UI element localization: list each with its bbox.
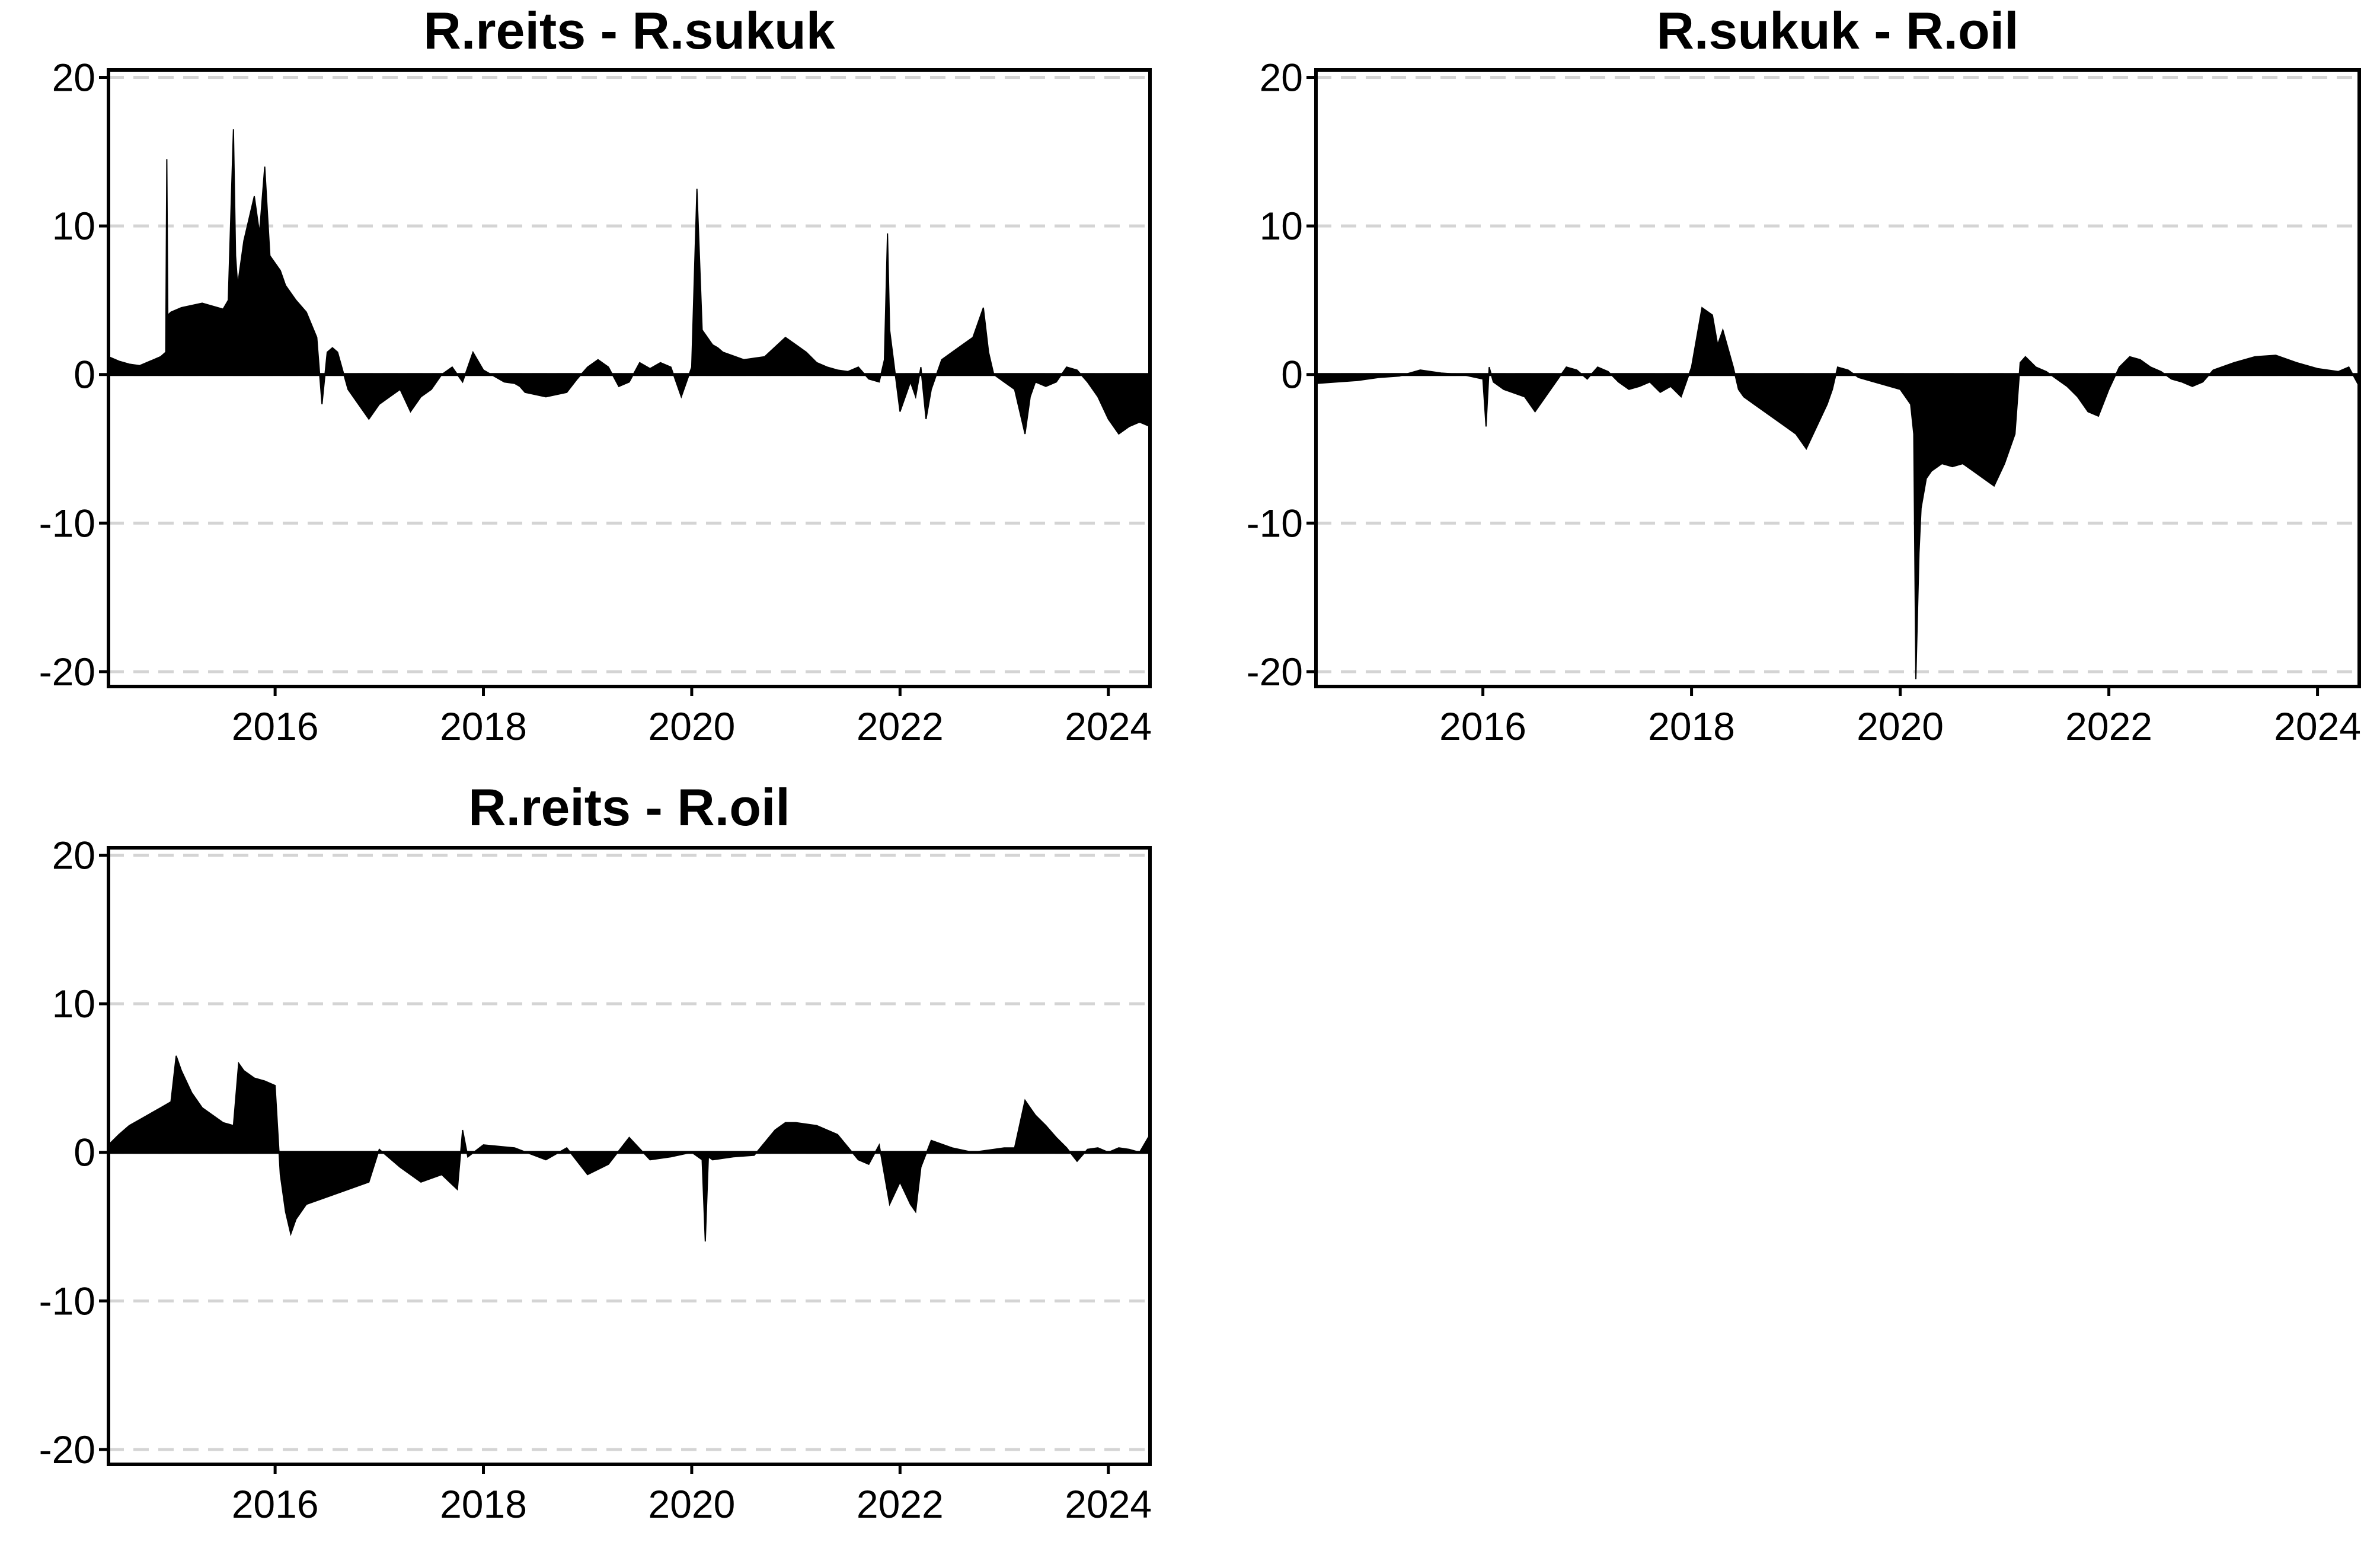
y-tick-label: 20 bbox=[52, 56, 95, 100]
y-tick-label: -10 bbox=[1247, 501, 1303, 545]
x-tick-label: 2022 bbox=[2065, 704, 2152, 748]
y-tick-label: -20 bbox=[39, 650, 95, 694]
chart-title: R.reits - R.oil bbox=[468, 778, 790, 837]
y-tick-label: 10 bbox=[1260, 204, 1303, 248]
x-tick-label: 2024 bbox=[2274, 704, 2361, 748]
x-tick-label: 2016 bbox=[1439, 704, 1526, 748]
y-tick-label: 0 bbox=[74, 1131, 95, 1174]
x-tick-label: 2022 bbox=[857, 704, 944, 748]
y-tick-label: 0 bbox=[74, 353, 95, 397]
y-tick-label: -10 bbox=[39, 1279, 95, 1323]
x-tick-label: 2018 bbox=[440, 704, 527, 748]
y-tick-label: 10 bbox=[52, 204, 95, 248]
chart-panel-2: R.sukuk - R.oil 20 10 0 -10 -20 2016 2018 2020 20… bbox=[1247, 1, 2361, 748]
x-tick-label: 2018 bbox=[440, 1482, 527, 1526]
x-tick-label: 2018 bbox=[1648, 704, 1735, 748]
x-tick-label: 2016 bbox=[232, 704, 319, 748]
y-tick-label: 20 bbox=[1260, 56, 1303, 100]
series-area bbox=[108, 129, 1151, 435]
chart-panel-1: R.reits - R.sukuk 20 10 0 -10 -20 2016 2018 2020… bbox=[39, 1, 1152, 748]
x-tick-label: 2024 bbox=[1065, 1482, 1152, 1526]
plot-frame bbox=[107, 68, 1152, 688]
x-tick-label: 2020 bbox=[648, 704, 736, 748]
plot-frame bbox=[107, 846, 1152, 1466]
y-tick-label: 0 bbox=[1281, 353, 1303, 397]
y-tick-label: 10 bbox=[52, 982, 95, 1026]
x-tick-label: 2024 bbox=[1065, 704, 1152, 748]
x-tick-label: 2016 bbox=[232, 1482, 319, 1526]
plot-frame bbox=[1314, 68, 2361, 688]
chart-title: R.reits - R.sukuk bbox=[423, 1, 835, 60]
series-area bbox=[108, 1055, 1151, 1242]
x-tick-label: 2020 bbox=[648, 1482, 736, 1526]
y-tick-label: -20 bbox=[1247, 650, 1303, 694]
y-tick-label: -10 bbox=[39, 501, 95, 545]
chart-panel-3: R.reits - R.oil 20 10 0 -10 -20 2016 2018 2020 20… bbox=[39, 778, 1152, 1526]
y-tick-label: -20 bbox=[39, 1428, 95, 1471]
x-tick-label: 2020 bbox=[1857, 704, 1944, 748]
y-tick-label: 20 bbox=[52, 834, 95, 877]
series-area bbox=[1315, 307, 2360, 679]
x-tick-label: 2022 bbox=[857, 1482, 944, 1526]
chart-title: R.sukuk - R.oil bbox=[1656, 1, 2018, 60]
